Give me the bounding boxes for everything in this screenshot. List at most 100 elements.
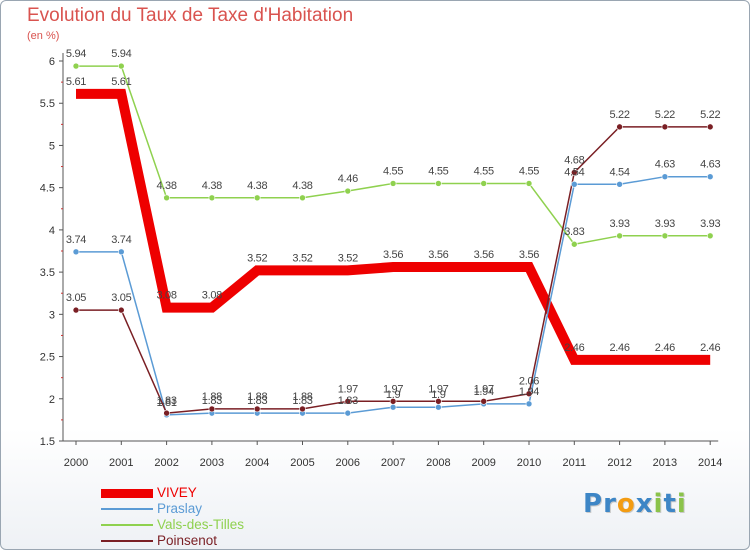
- data-label: 1.88: [292, 391, 312, 403]
- data-point-praslay: [616, 180, 623, 188]
- data-label: 3.93: [655, 218, 675, 230]
- y-tick-label: 2.5: [40, 352, 55, 364]
- data-point-poinsenot: [389, 398, 397, 405]
- data-label: 4.55: [474, 165, 494, 177]
- data-label: 1.83: [156, 395, 176, 407]
- data-label: 1.83: [247, 395, 267, 407]
- data-label: 3.05: [66, 292, 86, 304]
- data-point-praslay: [570, 180, 578, 188]
- data-point-vals-des-tilles: [389, 180, 397, 187]
- proxiti-logo: Proxiti: [583, 489, 687, 519]
- x-tick-label: 2001: [109, 457, 133, 469]
- data-label: 3.56: [428, 249, 448, 261]
- data-point-poinsenot: [344, 398, 352, 405]
- data-point-praslay: [118, 248, 125, 256]
- data-point-praslay: [72, 248, 80, 256]
- x-tick-label: 2008: [426, 457, 450, 469]
- data-label: 3.83: [564, 226, 584, 238]
- logo-letter: i: [676, 489, 687, 519]
- legend-item-praslay: Praslay: [101, 501, 361, 517]
- y-tick-label: 6: [49, 56, 55, 68]
- data-label: 3.74: [66, 234, 86, 246]
- data-label: 3.05: [111, 292, 131, 304]
- legend-item-vals-des-tilles: Vals-des-Tilles: [101, 517, 361, 533]
- data-label: 5.94: [66, 48, 86, 60]
- x-tick-label: 2014: [698, 457, 722, 469]
- y-tick-label: 3: [49, 309, 55, 321]
- data-point-vals-des-tilles: [253, 194, 261, 202]
- data-point-poinsenot: [525, 390, 533, 398]
- data-label: 1.9: [386, 389, 401, 401]
- logo-letter: t: [663, 489, 677, 519]
- data-label: 3.74: [111, 234, 131, 246]
- data-label: 4.63: [655, 159, 675, 171]
- data-label: 5.22: [700, 109, 720, 121]
- legend-label: VIVEY: [157, 485, 197, 500]
- data-point-vals-des-tilles: [118, 62, 125, 70]
- data-point-poinsenot: [299, 405, 306, 413]
- data-label: 1.83: [292, 395, 312, 407]
- data-point-praslay: [435, 403, 442, 411]
- data-label: 1.88: [247, 391, 267, 403]
- legend-swatch: [101, 540, 153, 542]
- y-tick-label: 1.5: [40, 436, 55, 448]
- logo-letter: i: [653, 489, 664, 519]
- data-point-poinsenot: [118, 306, 125, 314]
- data-label: 4.63: [700, 159, 720, 171]
- legend-swatch: [101, 488, 153, 498]
- x-tick-label: 2004: [245, 457, 269, 469]
- data-label: 4.38: [247, 180, 267, 192]
- data-label: 2.46: [655, 342, 675, 354]
- x-tick-label: 2010: [517, 457, 541, 469]
- data-label: 1.83: [338, 395, 358, 407]
- data-label: 4.54: [564, 166, 584, 178]
- data-label: 3.56: [383, 249, 403, 261]
- x-tick-label: 2013: [653, 457, 677, 469]
- logo-letter: o: [616, 489, 636, 519]
- data-label: 1.88: [202, 391, 222, 403]
- data-point-vals-des-tilles: [435, 180, 442, 187]
- x-tick-label: 2009: [471, 457, 495, 469]
- data-label: 4.55: [428, 165, 448, 177]
- data-point-praslay: [389, 403, 397, 411]
- data-point-poinsenot: [706, 123, 714, 131]
- data-point-poinsenot: [480, 398, 488, 405]
- data-label: 3.56: [474, 249, 494, 261]
- x-tick-label: 2005: [290, 457, 314, 469]
- data-label: 5.22: [655, 109, 675, 121]
- y-tick-label: 5: [49, 140, 55, 152]
- chart-legend: VIVEY Praslay Vals-des-Tilles Poinsenot: [101, 485, 361, 549]
- data-label: 2.46: [564, 342, 584, 354]
- x-tick-label: 2012: [607, 457, 631, 469]
- data-label: 3.56: [519, 249, 539, 261]
- x-tick-label: 2002: [154, 457, 178, 469]
- data-label: 2.06: [519, 376, 539, 388]
- data-label: 4.55: [383, 165, 403, 177]
- data-label: 1.81: [156, 397, 176, 409]
- x-tick-label: 2003: [200, 457, 224, 469]
- x-tick-label: 2011: [562, 457, 586, 469]
- data-label: 1.9: [431, 389, 446, 401]
- data-label: 1.83: [202, 395, 222, 407]
- data-label: 4.46: [338, 173, 358, 185]
- legend-swatch: [101, 508, 153, 510]
- logo-letter: x: [635, 489, 654, 519]
- data-point-vals-des-tilles: [706, 232, 714, 240]
- legend-label: Vals-des-Tilles: [157, 517, 245, 532]
- data-label: 3.08: [202, 290, 222, 302]
- data-label: 4.38: [202, 180, 222, 192]
- data-label: 3.52: [292, 252, 312, 264]
- data-label: 1.94: [474, 386, 494, 398]
- data-label: 2.46: [700, 342, 720, 354]
- y-tick-label: 5.5: [40, 98, 55, 110]
- y-tick-label: 4: [49, 225, 55, 237]
- data-label: 2.46: [609, 342, 629, 354]
- legend-item-poinsenot: Poinsenot: [101, 533, 361, 549]
- legend-swatch: [101, 524, 153, 526]
- data-label: 3.08: [156, 290, 176, 302]
- data-label: 5.22: [609, 109, 629, 121]
- data-point-poinsenot: [208, 405, 216, 413]
- data-point-praslay: [661, 173, 669, 180]
